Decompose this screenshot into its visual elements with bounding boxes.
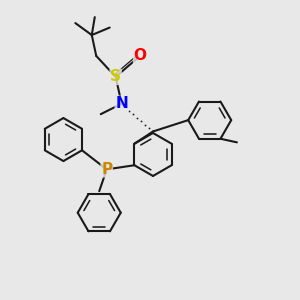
Text: N: N [115,96,128,111]
Text: P: P [101,162,112,177]
Text: S: S [110,69,121,84]
Text: O: O [134,48,147,63]
